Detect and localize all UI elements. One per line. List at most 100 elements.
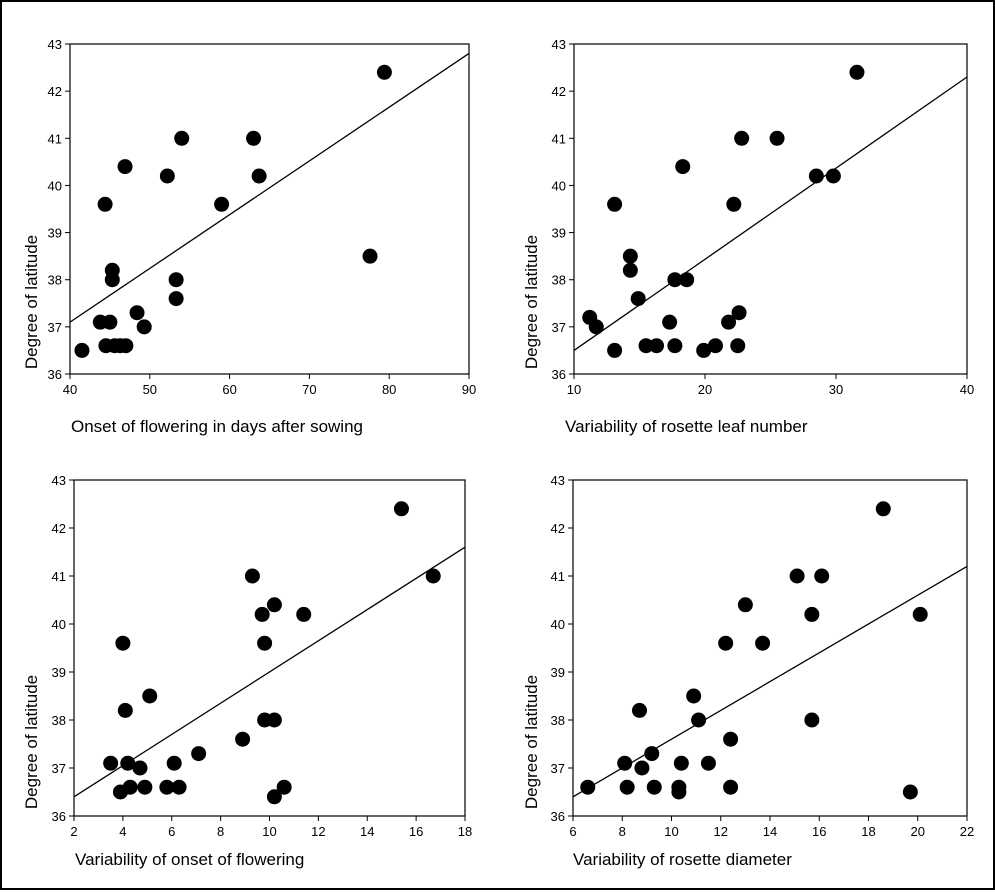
y-tick-label: 37 <box>52 761 66 776</box>
data-point <box>244 568 260 584</box>
data-point <box>630 291 646 307</box>
data-point <box>129 305 145 321</box>
x-tick-label: 40 <box>960 382 974 397</box>
y-tick-label: 43 <box>48 37 62 52</box>
data-point <box>649 338 665 354</box>
y-axis-label: Degree of latitude <box>522 675 541 809</box>
data-point <box>257 635 273 651</box>
y-tick-label: 43 <box>52 473 66 488</box>
data-point <box>393 501 409 517</box>
scatter-panel-2: 36 37 38 39 40 41 42 43 10 20 30 40 Variability of r… <box>522 37 974 436</box>
data-point <box>588 319 604 335</box>
data-point <box>246 130 262 146</box>
data-point <box>118 338 134 354</box>
data-point <box>376 64 392 80</box>
x-tick-label: 60 <box>222 382 236 397</box>
data-point <box>912 606 928 622</box>
y-tick-label: 36 <box>48 367 62 382</box>
y-tick-label: 39 <box>48 226 62 241</box>
x-tick-label: 2 <box>70 824 77 839</box>
data-point <box>721 314 737 330</box>
x-tick-label: 16 <box>812 824 826 839</box>
x-tick-label: 6 <box>168 824 175 839</box>
data-point <box>731 305 747 321</box>
data-point <box>168 272 184 288</box>
data-point <box>607 196 623 212</box>
data-point <box>136 319 152 335</box>
data-point <box>726 196 742 212</box>
x-tick-label: 16 <box>409 824 423 839</box>
y-axis-label: Degree of latitude <box>22 235 41 369</box>
scatter-panel-3: 36 37 38 39 40 41 42 43 2 4 6 8 10 12 14 16 18 Variabilit… <box>22 473 472 869</box>
data-point <box>296 606 312 622</box>
data-point <box>103 755 119 771</box>
data-point <box>622 248 638 264</box>
data-point <box>174 130 190 146</box>
x-tick-label: 18 <box>861 824 875 839</box>
y-tick-label: 36 <box>551 809 565 824</box>
data-point <box>171 779 187 795</box>
y-tick-label: 40 <box>551 617 565 632</box>
scatter-panel-1: 36 37 38 39 40 41 42 43 40 50 60 70 80 90 Onset of flo… <box>22 37 476 436</box>
data-point <box>362 248 378 264</box>
x-tick-label: 30 <box>829 382 843 397</box>
data-point <box>730 338 746 354</box>
regression-line <box>572 565 968 798</box>
x-tick-label: 18 <box>458 824 472 839</box>
y-tick-label: 42 <box>552 84 566 99</box>
y-tick-label: 40 <box>52 617 66 632</box>
data-point <box>667 272 683 288</box>
data-point <box>276 779 292 795</box>
y-tick-label: 41 <box>52 569 66 584</box>
y-tick-label: 38 <box>551 713 565 728</box>
x-axis-label: Variability of rosette leaf number <box>565 417 808 436</box>
y-tick-label: 39 <box>552 226 566 241</box>
data-point <box>117 702 133 718</box>
y-axis-label: Degree of latitude <box>522 235 541 369</box>
y-tick-label: 42 <box>551 521 565 536</box>
y-tick-label: 37 <box>552 320 566 335</box>
y-tick-label: 38 <box>48 273 62 288</box>
data-point <box>875 501 891 517</box>
x-tick-label: 22 <box>960 824 974 839</box>
y-tick-label: 42 <box>48 84 62 99</box>
data-point <box>679 272 695 288</box>
x-tick-label: 90 <box>462 382 476 397</box>
data-point <box>644 746 660 762</box>
y-tick-label: 41 <box>551 569 565 584</box>
regression-line <box>73 546 466 798</box>
data-point <box>266 789 282 805</box>
data-point <box>235 731 251 747</box>
regression-line <box>573 76 968 351</box>
data-point <box>266 597 282 613</box>
data-point <box>696 342 712 358</box>
data-point <box>825 168 841 184</box>
x-tick-label: 20 <box>698 382 712 397</box>
y-tick-label: 40 <box>48 178 62 193</box>
data-point <box>104 262 120 278</box>
data-point <box>902 784 918 800</box>
data-point <box>159 168 175 184</box>
data-point <box>619 779 635 795</box>
x-tick-label: 8 <box>619 824 626 839</box>
data-point <box>646 779 662 795</box>
data-point <box>132 760 148 776</box>
data-point <box>789 568 805 584</box>
regression-line <box>69 52 470 323</box>
data-point <box>737 597 753 613</box>
data-point <box>251 168 267 184</box>
data-point <box>686 688 702 704</box>
y-axis-label: Degree of latitude <box>22 675 41 809</box>
data-point <box>617 755 633 771</box>
data-point <box>769 130 785 146</box>
x-tick-label: 12 <box>714 824 728 839</box>
data-point <box>137 779 153 795</box>
data-point <box>675 159 691 175</box>
data-point <box>425 568 441 584</box>
data-point <box>667 338 683 354</box>
data-point <box>707 338 723 354</box>
y-tick-label: 42 <box>52 521 66 536</box>
x-tick-label: 80 <box>382 382 396 397</box>
data-point <box>97 196 113 212</box>
x-tick-label: 6 <box>569 824 576 839</box>
